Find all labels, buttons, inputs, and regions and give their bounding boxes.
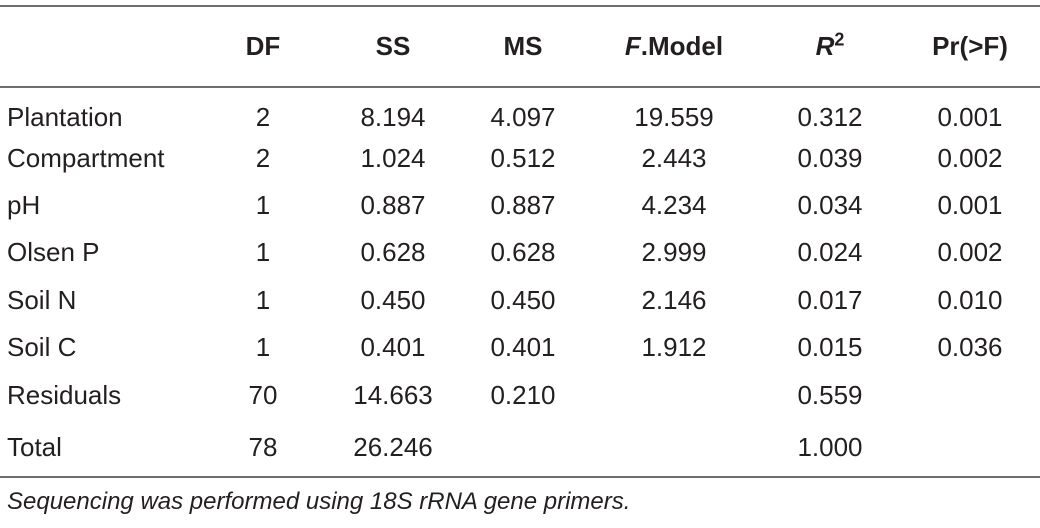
cell-term: pH: [7, 189, 41, 220]
cell-df: 1: [255, 332, 271, 363]
cell-pr: [900, 418, 1040, 478]
cell-df: 1: [255, 237, 271, 268]
header-r2-sup: 2: [834, 29, 845, 50]
cell-ss: 1.024: [360, 142, 426, 173]
cell-fmodel: 2.146: [641, 284, 707, 315]
cell-ms: 0.450: [490, 284, 556, 315]
table-row: Total 78 26.246 1.000: [0, 418, 1040, 478]
table-row: Olsen P 1 0.628 0.628 2.999 0.024 0.002: [0, 229, 1040, 276]
cell-pr: 0.001: [937, 189, 1003, 220]
cell-fmodel: 1.912: [641, 332, 707, 363]
cell-r2: 0.039: [797, 142, 863, 173]
cell-fmodel: [588, 371, 760, 418]
cell-term: Soil N: [7, 284, 77, 315]
cell-term: Plantation: [7, 101, 123, 132]
cell-df: 1: [255, 189, 271, 220]
cell-ss: 0.450: [360, 284, 426, 315]
cell-df: 70: [248, 379, 278, 410]
cell-r2: 0.559: [797, 379, 863, 410]
cell-ss: 26.246: [328, 418, 458, 478]
cell-ss: 0.401: [360, 332, 426, 363]
cell-ms: 0.401: [490, 332, 556, 363]
header-ss: SS: [328, 5, 458, 88]
cell-ss: 8.194: [360, 101, 426, 132]
header-r2: R2: [760, 5, 900, 88]
table-row: Residuals 70 14.663 0.210 0.559: [0, 371, 1040, 418]
cell-fmodel: 19.559: [634, 101, 714, 132]
cell-r2: 1.000: [760, 418, 900, 478]
cell-fmodel: 2.443: [641, 142, 707, 173]
cell-ms: [458, 418, 588, 478]
table-footnote: Sequencing was performed using 18S rRNA …: [7, 488, 631, 515]
cell-term: Compartment: [7, 142, 165, 173]
cell-ms: 0.512: [490, 142, 556, 173]
cell-r2: 0.034: [797, 189, 863, 220]
header-r2-base: R: [815, 31, 835, 61]
table-row: pH 1 0.887 0.887 4.234 0.034 0.001: [0, 182, 1040, 229]
cell-term: Olsen P: [7, 237, 100, 268]
cell-term: Soil C: [7, 332, 77, 363]
cell-pr: 0.010: [937, 284, 1003, 315]
table-row: Plantation 2 8.194 4.097 19.559 0.312 0.001: [0, 87, 1040, 134]
cell-pr: 0.036: [937, 332, 1003, 363]
cell-fmodel: [588, 418, 760, 478]
header-fmodel-italic: F: [624, 31, 641, 61]
cell-r2: 0.015: [797, 332, 863, 363]
header-row: DF SS MS F.Model R2 Pr(>F): [0, 5, 1040, 88]
cell-pr: [900, 371, 1040, 418]
header-df: DF: [198, 5, 328, 88]
cell-pr: 0.002: [937, 142, 1003, 173]
header-fmodel: F.Model: [588, 5, 760, 88]
cell-term: Residuals: [7, 379, 122, 410]
header-stub: [0, 5, 198, 88]
header-ms: MS: [458, 5, 588, 88]
cell-ms: 0.210: [490, 379, 556, 410]
cell-df: 1: [255, 284, 271, 315]
cell-term: Total: [0, 418, 198, 478]
table-header: DF SS MS F.Model R2 Pr(>F): [0, 5, 1040, 88]
cell-r2: 0.017: [797, 284, 863, 315]
header-fmodel-rest: .Model: [640, 31, 724, 61]
table-body: Plantation 2 8.194 4.097 19.559 0.312 0.001 Com…: [0, 87, 1040, 478]
cell-pr: 0.001: [937, 101, 1003, 132]
cell-ss: 14.663: [353, 379, 433, 410]
cell-ss: 0.628: [360, 237, 426, 268]
cell-df: 78: [198, 418, 328, 478]
header-pr: Pr(>F): [900, 5, 1040, 88]
cell-r2: 0.312: [797, 101, 863, 132]
table-row: Soil N 1 0.450 0.450 2.146 0.017 0.010: [0, 277, 1040, 324]
cell-ss: 0.887: [360, 189, 426, 220]
cell-fmodel: 4.234: [641, 189, 707, 220]
cell-ms: 0.628: [490, 237, 556, 268]
cell-r2: 0.024: [797, 237, 863, 268]
table-row: Soil C 1 0.401 0.401 1.912 0.015 0.036: [0, 324, 1040, 371]
cell-ms: 4.097: [490, 101, 556, 132]
cell-pr: 0.002: [937, 237, 1003, 268]
cell-df: 2: [255, 101, 271, 132]
cell-ms: 0.887: [490, 189, 556, 220]
table-row: Compartment 2 1.024 0.512 2.443 0.039 0.002: [0, 134, 1040, 181]
cell-df: 2: [255, 142, 271, 173]
permanova-table: DF SS MS F.Model R2 Pr(>F) Plantation 2 8.…: [0, 5, 1040, 478]
cell-fmodel: 2.999: [641, 237, 707, 268]
